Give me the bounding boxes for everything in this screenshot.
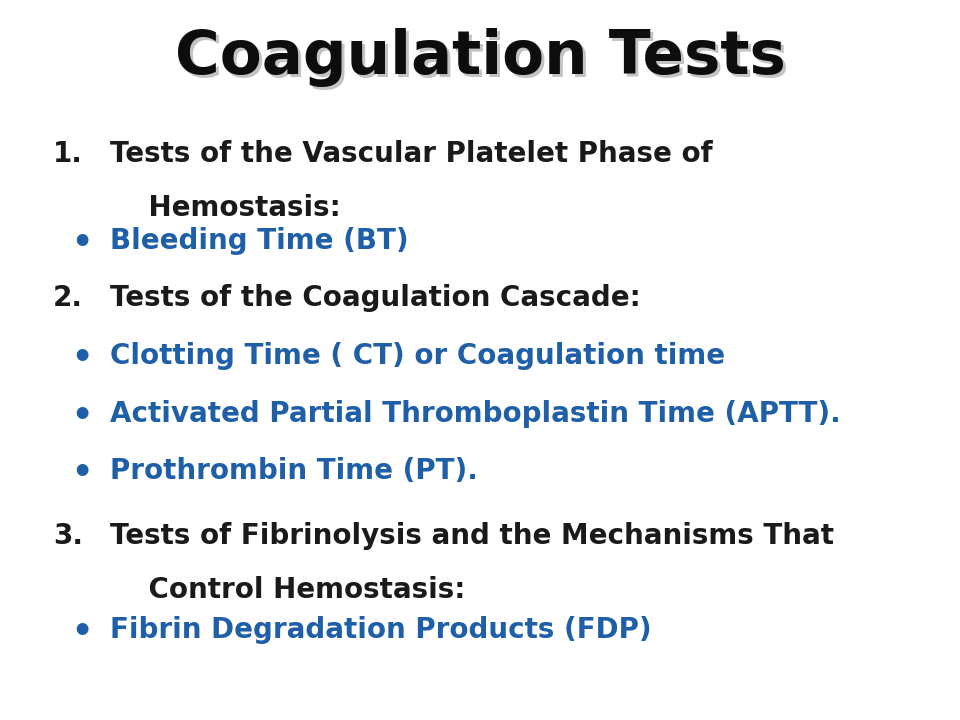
Text: Coagulation Tests: Coagulation Tests <box>175 28 785 87</box>
Text: •: • <box>71 400 92 433</box>
Text: Tests of the Coagulation Cascade:: Tests of the Coagulation Cascade: <box>110 284 641 312</box>
Text: Tests of the Vascular Platelet Phase of: Tests of the Vascular Platelet Phase of <box>110 140 713 168</box>
Text: 1.: 1. <box>53 140 83 168</box>
Text: •: • <box>71 616 92 649</box>
Text: 2.: 2. <box>53 284 83 312</box>
Text: Bleeding Time (BT): Bleeding Time (BT) <box>110 227 409 255</box>
Text: Control Hemostasis:: Control Hemostasis: <box>110 576 466 604</box>
Text: Prothrombin Time (PT).: Prothrombin Time (PT). <box>110 457 478 485</box>
Text: Clotting Time ( CT) or Coagulation time: Clotting Time ( CT) or Coagulation time <box>110 342 726 370</box>
Text: Activated Partial Thromboplastin Time (APTT).: Activated Partial Thromboplastin Time (A… <box>110 400 841 428</box>
Text: Fibrin Degradation Products (FDP): Fibrin Degradation Products (FDP) <box>110 616 652 644</box>
Text: •: • <box>71 342 92 375</box>
Text: Coagulation Tests: Coagulation Tests <box>179 31 789 90</box>
Text: Hemostasis:: Hemostasis: <box>110 194 341 222</box>
Text: •: • <box>71 457 92 490</box>
Text: Tests of Fibrinolysis and the Mechanisms That: Tests of Fibrinolysis and the Mechanisms… <box>110 522 834 550</box>
Text: •: • <box>71 227 92 260</box>
Text: 3.: 3. <box>53 522 83 550</box>
